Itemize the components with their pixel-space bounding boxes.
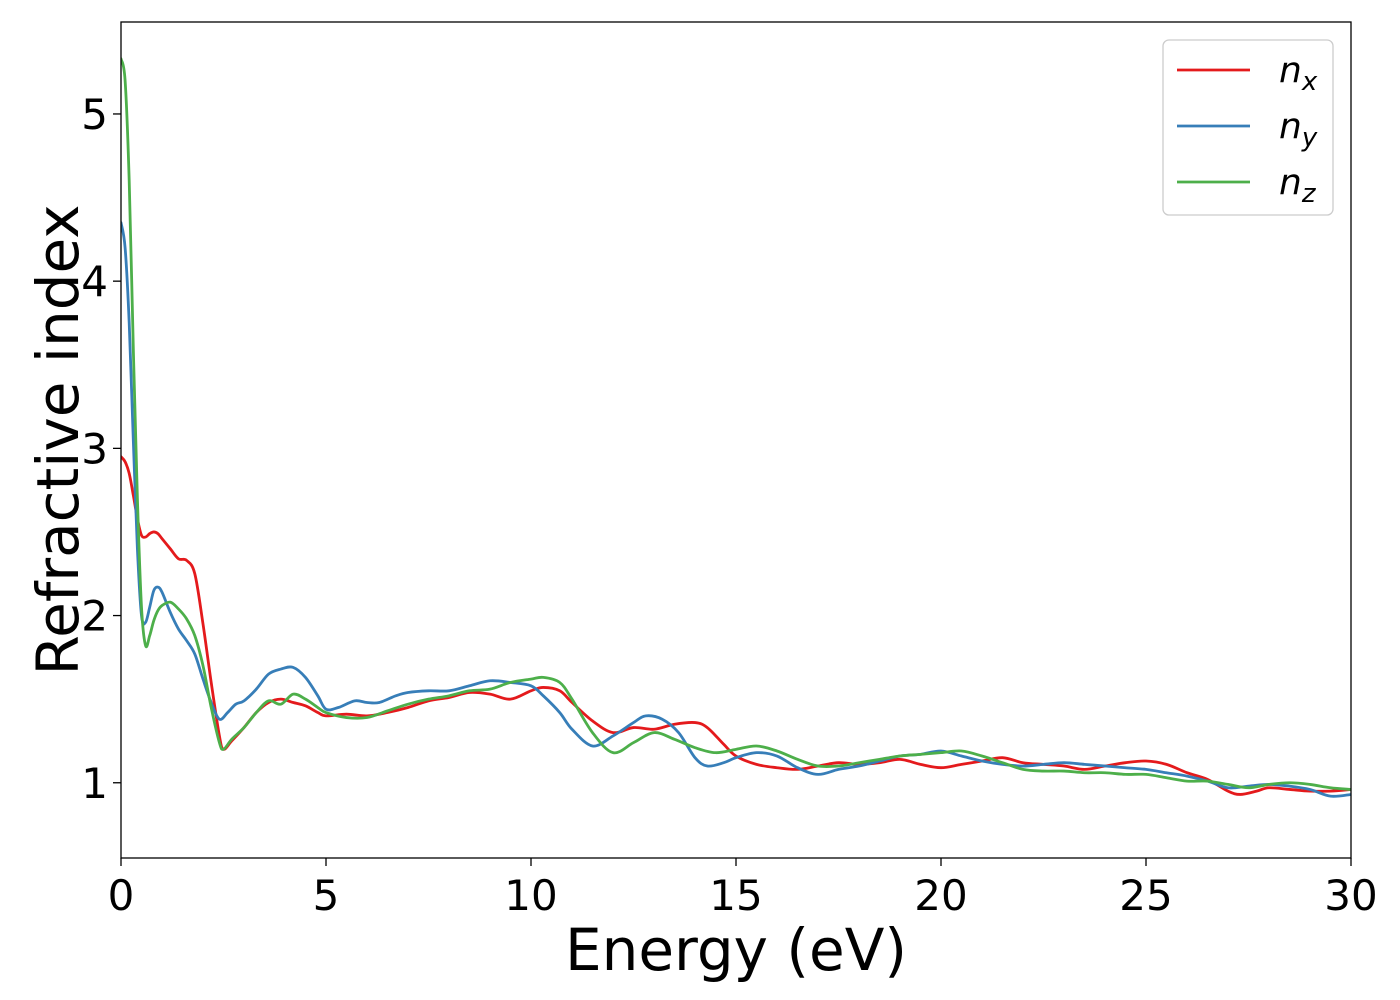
x-tick-label: 0 [108,871,135,920]
legend-label-base: n [1279,50,1302,91]
legend-label-nx: nx [1279,50,1318,97]
y-tick-label: 2 [81,592,108,641]
legend-box [1162,39,1334,216]
y-axis-title: Refractive index [24,204,92,675]
legend-label-nz: nz [1279,162,1317,209]
legend-label-subscript: x [1301,67,1318,97]
series-line-ny [121,221,1351,798]
x-tick-label: 5 [313,871,340,920]
legend-label-base: n [1279,162,1302,203]
plot-frame [120,21,1352,859]
x-tick-label: 25 [1119,871,1172,920]
y-tick-label: 1 [81,759,108,808]
series-line-nz [121,57,1351,791]
y-tick-label: 4 [81,257,108,306]
legend-label-ny: ny [1279,106,1318,153]
legend-label-subscript: y [1301,123,1318,153]
ticks-layer: 0 5 10 15 20 25 30 1 2 3 4 5 [81,90,1377,920]
legend-label-subscript: z [1301,179,1317,209]
x-tick-label: 10 [504,871,557,920]
series-layer [121,57,1351,798]
legend-label-base: n [1279,106,1302,147]
x-tick-label: 20 [914,871,967,920]
x-tick-label: 30 [1324,871,1377,920]
y-tick-label: 5 [81,90,108,139]
x-axis-title: Energy (eV) [565,916,907,984]
x-tick-label: 15 [709,871,762,920]
series-line-nx [121,455,1351,796]
y-tick-label: 3 [81,424,108,473]
